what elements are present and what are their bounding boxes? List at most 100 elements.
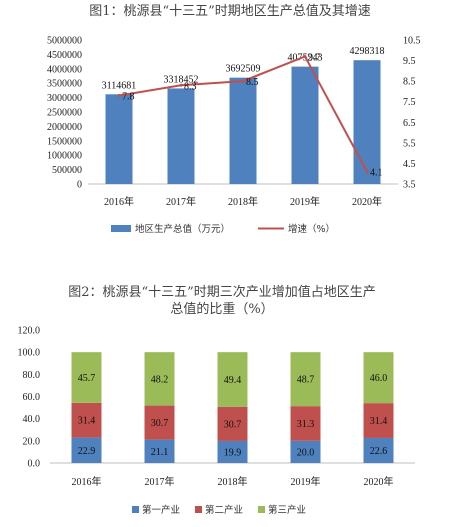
stack-segment-第三产业-2016年 (71, 352, 102, 403)
x-tick-label: 2019年 (290, 195, 320, 208)
y-tick-label: 80.0 (23, 370, 41, 381)
y-tick-label: 40.0 (23, 414, 41, 425)
stack-segment-第二产业-2019年 (290, 406, 321, 441)
growth-point-label: 8.5 (246, 77, 259, 88)
stack-segment-第一产业-2018年 (217, 440, 248, 463)
y2-tick-label: 4.5 (403, 159, 416, 170)
stack-segment-第三产业-2017年 (144, 352, 175, 406)
chart2-bars: 22.9 31.4 45.7 21.1 30.7 48.2 19.9 30.7 49.4 20.0… (50, 352, 415, 464)
chart2: 图2：桃源县“十三五”时期三次产业增加值占地区生产 总值的比重（%） 0.0 20… (18, 284, 415, 516)
x-tick-label: 2017年 (166, 195, 196, 208)
x-tick-label: 2018年 (218, 475, 248, 488)
x-tick-label: 2018年 (228, 195, 258, 208)
gdp-bar-2016年 (105, 94, 133, 184)
y-tick-label: 1500000 (47, 136, 82, 147)
x-tick-label: 2017年 (145, 475, 175, 488)
chart2-title-line2: 总值的比重（%） (170, 301, 273, 317)
stack-segment-第二产业-2017年 (144, 405, 175, 440)
y-tick-label: 0.0 (28, 459, 41, 470)
y2-tick-label: 10.5 (403, 36, 421, 47)
chart1-x-axis: 2016年 2017年 2018年 2019年 2020年 (104, 195, 382, 208)
stack-segment-label: 31.4 (78, 416, 96, 427)
chart2-legend: 第一产业 第二产业 第三产业 (132, 504, 306, 516)
stack-segment-label: 21.1 (151, 447, 169, 458)
growth-point-label: 9.7 (308, 52, 321, 63)
stack-segment-label: 31.4 (370, 416, 388, 427)
stack-segment-label: 46.0 (370, 373, 388, 384)
legend-label-secondary: 第二产业 (205, 504, 243, 516)
growth-point-2018年 (241, 79, 245, 83)
legend-label-tertiary: 第三产业 (268, 504, 306, 516)
y-tick-label: 3500000 (47, 79, 82, 90)
x-tick-label: 2019年 (291, 475, 321, 488)
legend-label-growth: 增速（%） (288, 223, 335, 235)
stack-segment-label: 30.7 (224, 419, 242, 430)
y2-tick-label: 3.5 (403, 180, 416, 191)
growth-point-2019年 (303, 54, 307, 58)
chart2-y-axis: 0.0 20.0 40.0 60.0 80.0 100.0 120.0 (18, 326, 41, 470)
stack-segment-第三产业-2019年 (290, 352, 321, 407)
stack-segment-label: 22.9 (78, 446, 96, 457)
stack-segment-label: 31.3 (297, 419, 315, 430)
stack-segment-label: 45.7 (78, 373, 96, 384)
growth-point-2020年 (365, 170, 369, 174)
stack-segment-label: 19.9 (224, 447, 242, 458)
stack-segment-第二产业-2018年 (217, 406, 248, 441)
stack-segment-label: 48.2 (151, 374, 169, 385)
growth-point-label: 8.3 (184, 81, 197, 92)
stack-segment-第一产业-2016年 (71, 437, 102, 463)
growth-point-2016年 (117, 94, 121, 98)
y-tick-label: 500000 (52, 165, 82, 176)
y-tick-label: 100.0 (18, 348, 41, 359)
gdp-bar-2017年 (167, 88, 195, 184)
y-tick-label: 3000000 (47, 93, 82, 104)
legend-swatch-primary (132, 506, 139, 513)
y-tick-label: 1000000 (47, 151, 82, 162)
growth-point-label: 7.8 (122, 92, 135, 103)
stack-segment-label: 48.7 (297, 375, 315, 386)
x-tick-label: 2016年 (104, 195, 134, 208)
stack-segment-第二产业-2020年 (363, 403, 394, 438)
chart1-legend: 地区生产总值（万元） 增速（%） (111, 223, 335, 235)
legend-swatch-gdp (111, 225, 131, 232)
legend-label-gdp: 地区生产总值（万元） (135, 223, 230, 235)
stack-segment-label: 22.6 (370, 446, 388, 457)
y-tick-label: 4500000 (47, 50, 82, 61)
y2-tick-label: 6.5 (403, 118, 416, 129)
gdp-bar-2019年 (291, 66, 319, 184)
y2-tick-label: 7.5 (403, 97, 416, 108)
y2-tick-label: 5.5 (403, 138, 416, 149)
gdp-bar-label: 3318452 (164, 74, 199, 85)
x-tick-label: 2016年 (72, 475, 102, 488)
chart2-x-axis: 2016年 2017年 2018年 2019年 2020年 (72, 475, 394, 488)
stack-segment-第一产业-2019年 (290, 440, 321, 463)
x-tick-label: 2020年 (352, 195, 382, 208)
stack-segment-第二产业-2016年 (71, 402, 102, 438)
chart1-right-axis: 3.5 4.5 5.5 6.5 7.5 8.5 9.5 10.5 (403, 36, 421, 191)
gdp-bar-label: 4298318 (350, 46, 385, 57)
x-tick-label: 2020年 (364, 475, 394, 488)
stack-segment-第一产业-2020年 (363, 437, 394, 463)
y-tick-label: 20.0 (23, 436, 41, 447)
growth-point-2017年 (179, 83, 183, 87)
chart1-left-axis: 0 500000 1000000 1500000 2000000 2500000 30000… (47, 36, 82, 191)
stack-segment-第一产业-2017年 (144, 439, 175, 463)
stack-segment-第三产业-2020年 (363, 352, 394, 404)
legend-swatch-secondary (195, 506, 202, 513)
legend-swatch-tertiary (258, 506, 265, 513)
y-tick-label: 5000000 (47, 36, 82, 47)
y-tick-label: 4000000 (47, 64, 82, 75)
y-tick-label: 120.0 (18, 326, 41, 337)
chart1-title: 图1：桃源县“十三五”时期地区生产总值及其增速 (89, 3, 371, 19)
gdp-bar-2020年 (353, 60, 381, 184)
stack-segment-label: 20.0 (297, 447, 315, 458)
legend-label-primary: 第一产业 (142, 504, 180, 516)
y-tick-label: 60.0 (23, 392, 41, 403)
chart1-line-series: 7.8 8.3 8.5 9.7 4.1 (117, 52, 383, 179)
chart1: 图1：桃源县“十三五”时期地区生产总值及其增速 0 500000 1000000 15… (47, 3, 421, 235)
chart2-title-line1: 图2：桃源县“十三五”时期三次产业增加值占地区生产 (68, 284, 376, 300)
y-tick-label: 0 (77, 180, 82, 191)
y2-tick-label: 9.5 (403, 56, 416, 67)
y2-tick-label: 8.5 (403, 77, 416, 88)
gdp-bar-2018年 (229, 77, 257, 184)
